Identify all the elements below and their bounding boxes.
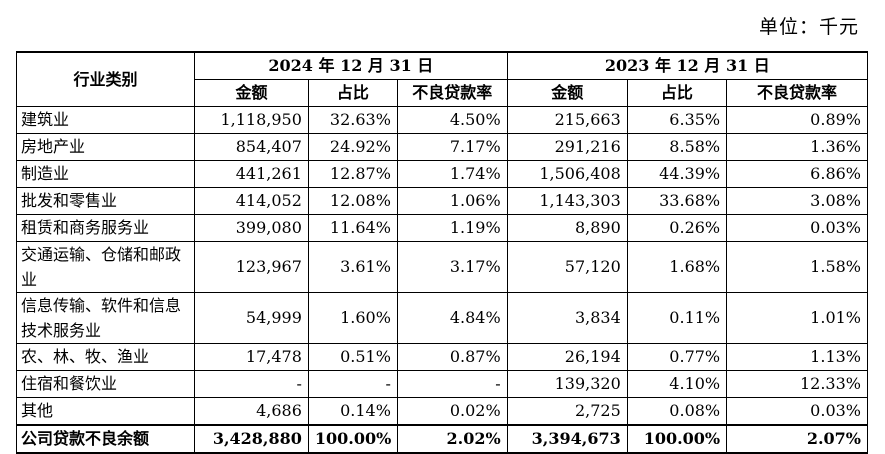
share-2024-cell: 100.00%	[307, 424, 398, 454]
industry-name: 租赁和商务服务业	[15, 214, 196, 242]
header-npl-ratio: 不良贷款率	[726, 79, 868, 107]
npl-ratio-2023-cell: 1.13%	[726, 343, 868, 371]
share-2023-cell: 44.39%	[626, 160, 728, 188]
share-2024-cell: 0.51%	[307, 343, 398, 371]
share-2023-cell: 6.35%	[626, 106, 728, 134]
npl-ratio-2024-cell: 4.50%	[396, 106, 508, 134]
amount-2024-cell: 123,967	[194, 241, 309, 293]
industry-name: 交通运输、仓储和邮政业	[15, 241, 196, 293]
share-2023-cell: 0.26%	[626, 214, 728, 242]
table-row: 房地产业 854,407 24.92% 7.17% 291,216 8.58% 1.36%	[15, 133, 868, 161]
header-amount: 金额	[506, 79, 628, 107]
share-2023-cell: 4.10%	[626, 370, 728, 398]
table-row: 租赁和商务服务业 399,080 11.64% 1.19% 8,890 0.26% 0.03…	[15, 214, 868, 242]
amount-2023-cell: 291,216	[506, 133, 628, 161]
npl-ratio-2023-cell: 2.07%	[726, 424, 868, 454]
npl-ratio-2023-cell: 1.01%	[726, 292, 868, 344]
amount-2024-cell: 441,261	[194, 160, 309, 188]
npl-ratio-2024-cell: 0.87%	[396, 343, 508, 371]
header-share: 占比	[307, 79, 398, 107]
industry-name: 房地产业	[15, 133, 196, 161]
industry-name: 农、林、牧、渔业	[15, 343, 196, 371]
header-npl-ratio: 不良贷款率	[396, 79, 508, 107]
header-share: 占比	[626, 79, 728, 107]
npl-ratio-2024-cell: 0.02%	[396, 397, 508, 426]
share-2024-cell: 11.64%	[307, 214, 398, 242]
header-year-2023: 2023 年 12 月 31 日	[506, 51, 869, 80]
industry-name: 其他	[15, 397, 196, 426]
amount-2023-cell: 26,194	[506, 343, 628, 371]
share-2023-cell: 8.58%	[626, 133, 728, 161]
npl-ratio-2024-cell: 1.19%	[396, 214, 508, 242]
table-row: 农、林、牧、渔业 17,478 0.51% 0.87% 26,194 0.77% 1.13%	[15, 343, 868, 371]
header-amount: 金额	[194, 79, 309, 107]
share-2023-cell: 0.11%	[626, 292, 728, 344]
table-row: 制造业 441,261 12.87% 1.74% 1,506,408 44.39% 6.86…	[15, 160, 868, 188]
table-row: 住宿和餐饮业 - - -139,320 4.10% 12.33%	[15, 370, 868, 398]
table-row: 信息传输、软件和信息技术服务业 54,999 1.60% 4.84% 3,834 0.11…	[15, 292, 868, 344]
npl-ratio-2024-cell: 2.02%	[396, 424, 508, 454]
amount-2023-cell: 215,663	[506, 106, 628, 134]
amount-2024-cell: 3,428,880	[194, 424, 309, 454]
table-total-row: 公司贷款不良余额 3,428,880 100.00% 2.02% 3,394,673 10…	[15, 424, 868, 454]
share-2023-cell: 0.08%	[626, 397, 728, 426]
amount-2024-cell: 414,052	[194, 187, 309, 215]
amount-2024-cell: 17,478	[194, 343, 309, 371]
share-2023-cell: 100.00%	[626, 424, 728, 454]
share-2024-cell: 3.61%	[307, 241, 398, 293]
amount-2024-cell: 399,080	[194, 214, 309, 242]
share-2023-cell: 33.68%	[626, 187, 728, 215]
npl-ratio-2023-cell: 12.33%	[726, 370, 868, 398]
header-category: 行业类别	[15, 51, 196, 107]
amount-2023-cell: 2,725	[506, 397, 628, 426]
npl-ratio-2024-cell: 7.17%	[396, 133, 508, 161]
npl-ratio-2024-cell: 3.17%	[396, 241, 508, 293]
amount-2024-cell: 854,407	[194, 133, 309, 161]
npl-ratio-2024-cell: 4.84%	[396, 292, 508, 344]
npl-ratio-2023-cell: 0.03%	[726, 214, 868, 242]
npl-ratio-2023-cell: 6.86%	[726, 160, 868, 188]
industry-name: 公司贷款不良余额	[15, 424, 196, 454]
industry-name: 住宿和餐饮业	[15, 370, 196, 398]
amount-2023-cell: 1,506,408	[506, 160, 628, 188]
industry-npl-table: 行业类别 2024 年 12 月 31 日 2023 年 12 月 31 日 金…	[15, 51, 869, 454]
npl-ratio-2023-cell: 0.03%	[726, 397, 868, 426]
amount-2024-cell: 1,118,950	[194, 106, 309, 134]
amount-2024-cell: 54,999	[194, 292, 309, 344]
share-2024-cell: -	[307, 370, 398, 398]
amount-2023-cell: 139,320	[506, 370, 628, 398]
table-row: 其他 4,686 0.14% 0.02% 2,725 0.08% 0.03%	[15, 397, 868, 426]
unit-label: 单位：千元	[758, 16, 859, 38]
npl-ratio-2024-cell: -	[396, 370, 508, 398]
amount-2024-cell: 4,686	[194, 397, 309, 426]
amount-2023-cell: 8,890	[506, 214, 628, 242]
share-2023-cell: 1.68%	[626, 241, 728, 293]
table-row: 交通运输、仓储和邮政业 123,967 3.61% 3.17% 57,120 1.68% 1…	[15, 241, 868, 293]
share-2024-cell: 12.08%	[307, 187, 398, 215]
npl-ratio-2023-cell: 3.08%	[726, 187, 868, 215]
npl-ratio-2023-cell: 1.36%	[726, 133, 868, 161]
industry-name: 信息传输、软件和信息技术服务业	[15, 292, 196, 344]
amount-2023-cell: 1,143,303	[506, 187, 628, 215]
share-2024-cell: 12.87%	[307, 160, 398, 188]
amount-2023-cell: 57,120	[506, 241, 628, 293]
npl-ratio-2023-cell: 0.89%	[726, 106, 868, 134]
table-row: 建筑业 1,118,950 32.63% 4.50% 215,663 6.35% 0.89%	[15, 106, 868, 134]
share-2024-cell: 0.14%	[307, 397, 398, 426]
npl-ratio-2023-cell: 1.58%	[726, 241, 868, 293]
npl-ratio-2024-cell: 1.74%	[396, 160, 508, 188]
industry-name: 建筑业	[15, 106, 196, 134]
amount-2024-cell: -	[194, 370, 309, 398]
share-2024-cell: 32.63%	[307, 106, 398, 134]
table-row: 批发和零售业 414,052 12.08% 1.06% 1,143,303 33.68% 3…	[15, 187, 868, 215]
industry-name: 制造业	[15, 160, 196, 188]
share-2024-cell: 1.60%	[307, 292, 398, 344]
npl-ratio-2024-cell: 1.06%	[396, 187, 508, 215]
amount-2023-cell: 3,394,673	[506, 424, 628, 454]
share-2024-cell: 24.92%	[307, 133, 398, 161]
amount-2023-cell: 3,834	[506, 292, 628, 344]
header-year-2024: 2024 年 12 月 31 日	[194, 51, 508, 80]
share-2023-cell: 0.77%	[626, 343, 728, 371]
industry-name: 批发和零售业	[15, 187, 196, 215]
